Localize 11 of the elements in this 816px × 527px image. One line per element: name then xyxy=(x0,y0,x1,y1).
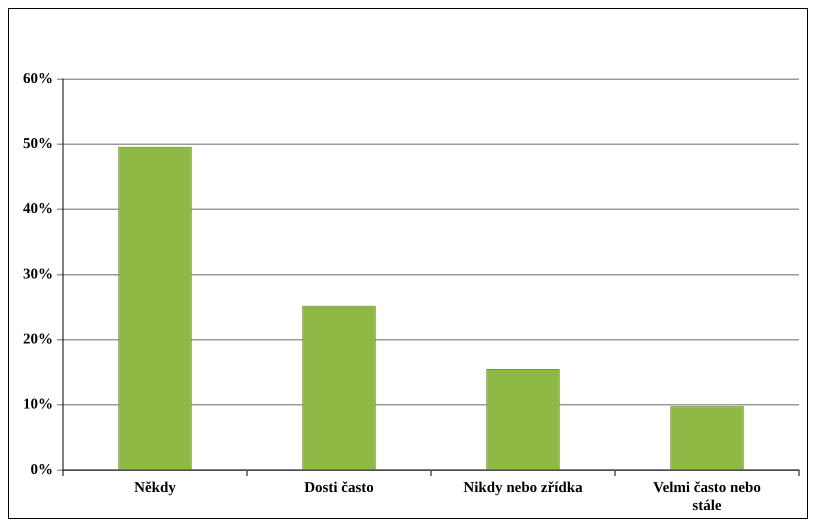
y-tick-label: 10% xyxy=(23,396,53,413)
y-tick-label: 0% xyxy=(30,462,53,478)
y-tick-label: 50% xyxy=(23,136,53,152)
x-tick-label: Někdy xyxy=(134,480,176,496)
y-tick-label: 20% xyxy=(23,332,53,348)
y-tick-label: 40% xyxy=(23,201,53,218)
x-tick-label: Nikdy nebo zřídka xyxy=(463,480,584,496)
y-tick-label: 30% xyxy=(23,266,53,282)
x-tick-label: Dosti často xyxy=(304,480,374,496)
y-tick-label: 60% xyxy=(23,70,53,87)
x-tick-label: Velmi často nebo stále xyxy=(653,480,761,514)
